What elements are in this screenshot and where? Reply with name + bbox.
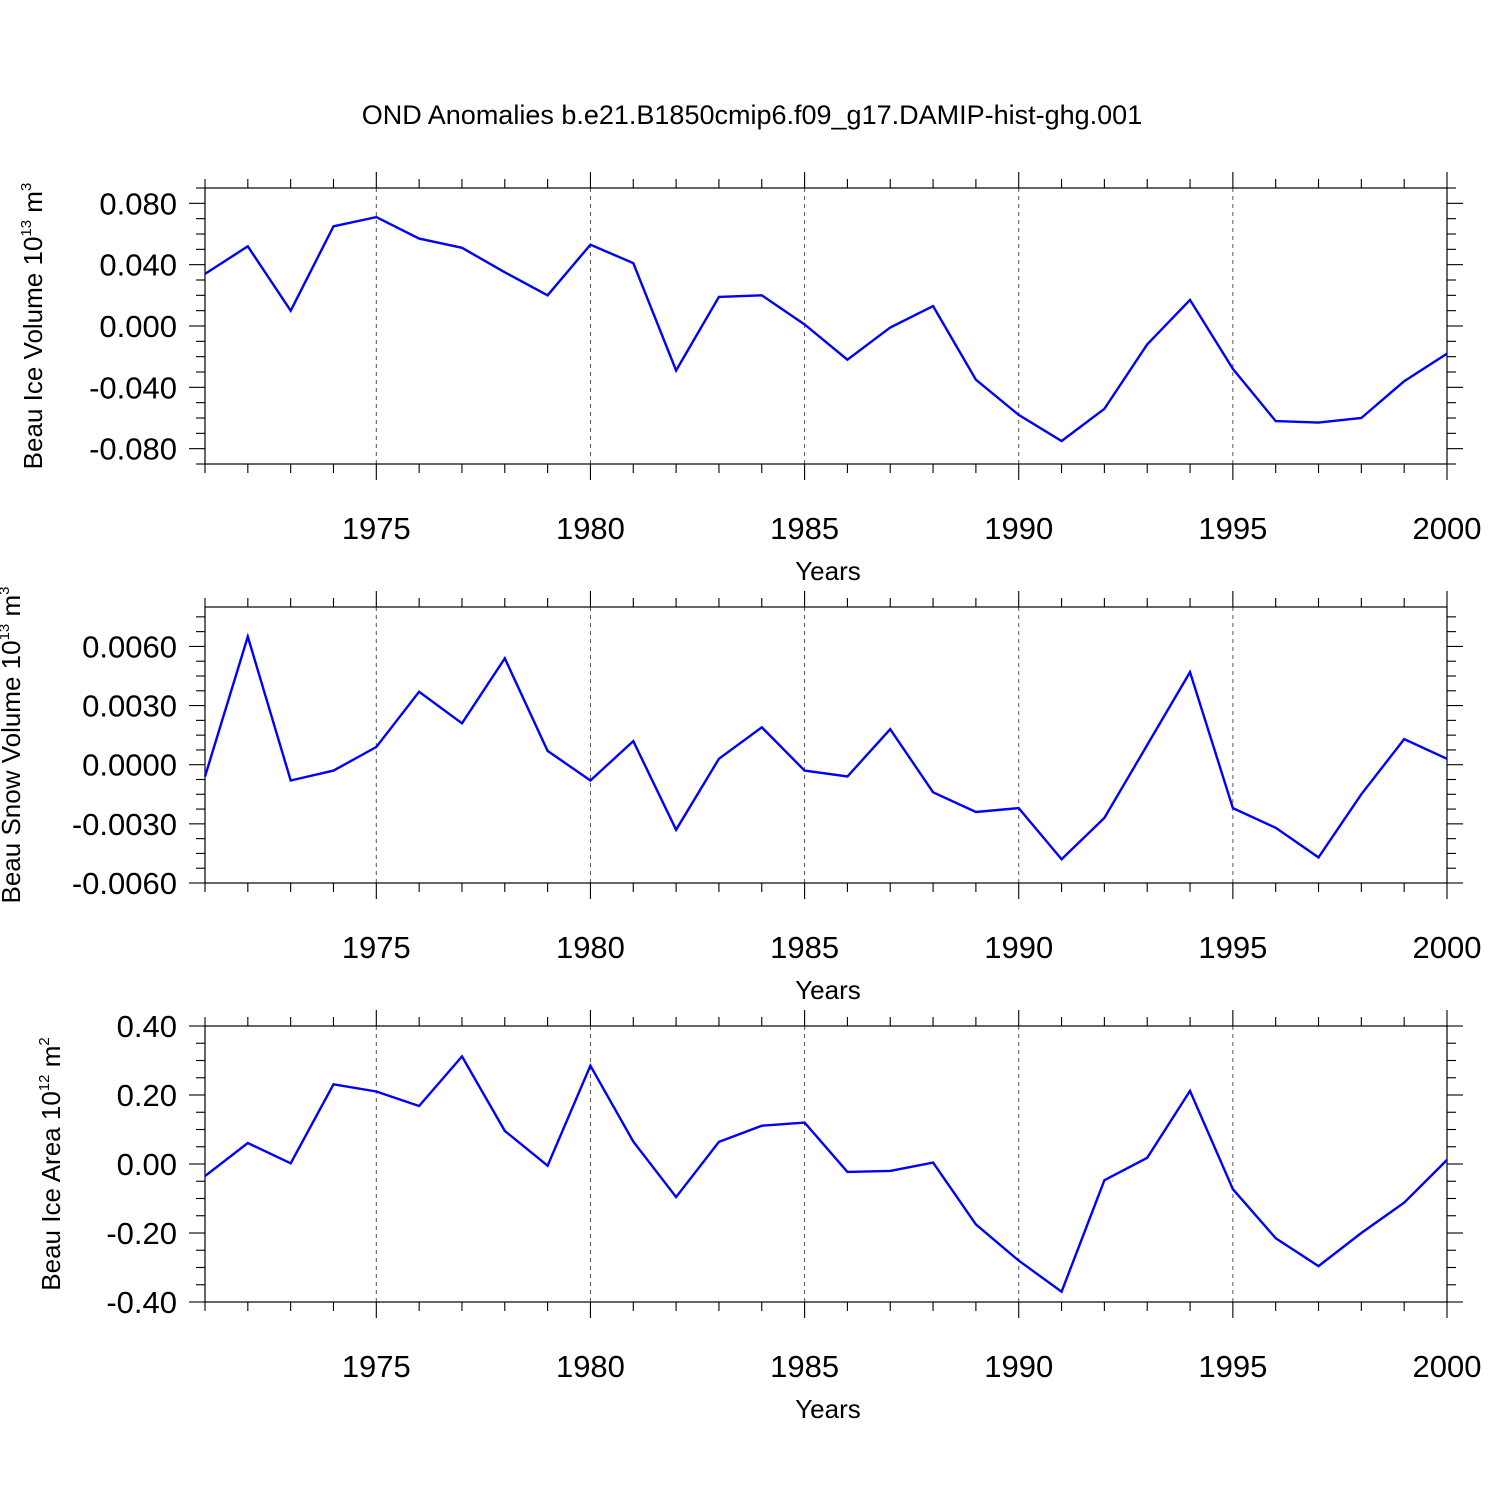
y-axis-label: Beau Ice Area 1012 m2 [36,1037,66,1290]
x-tick-label: 2000 [1413,1349,1482,1384]
x-tick-label: 1980 [556,511,625,546]
y-axis-label: Beau Snow Volume 1013 m3 [0,587,26,904]
y-axis-label-exponent: 13 [0,624,13,641]
x-tick-label: 2000 [1413,930,1482,965]
series-line [203,632,1448,862]
y-tick-label: 0.0030 [82,689,177,724]
x-tick-label: 1975 [342,511,411,546]
x-tick-label: 1975 [342,930,411,965]
series-line [204,1054,1448,1294]
plot-frame [204,187,1448,465]
y-axis-label-main: Beau Ice Area 10 [36,1091,66,1290]
y-tick-label: 0.000 [99,309,177,344]
chart-title: OND Anomalies b.e21.B1850cmip6.f09_g17.D… [362,100,1142,130]
y-axis-label: Beau Ice Volume 1013 m3 [18,183,48,470]
y-tick-label: -0.0060 [72,866,177,901]
x-tick-label: 1990 [984,511,1053,546]
chart-panel-2: -0.0060 -0.0030 0.0000 0.0030 0.0060 1975 1980… [0,587,1481,1006]
y-axis-label-unit-exponent: 3 [18,183,35,191]
x-tick-label: 1980 [556,1349,625,1384]
y-tick-label: -0.20 [106,1216,177,1251]
x-tick-label: 2000 [1413,511,1482,546]
y-tick-label: 0.040 [99,248,177,283]
chart-panel-3: -0.40 -0.20 0.00 0.20 0.40 1975 1980 1985 1990 19… [36,1009,1481,1424]
x-axis-label: Years [795,975,861,1005]
y-axis-label-unit: m [36,1046,66,1075]
y-axis-label-exponent: 13 [18,220,35,237]
y-tick-label: 0.0060 [82,629,177,664]
y-axis-label-unit: m [0,595,26,624]
y-tick-label: 0.40 [117,1009,177,1044]
y-axis-label-unit: m [18,191,48,220]
x-tick-label: 1995 [1198,511,1267,546]
x-tick-label: 1990 [984,930,1053,965]
x-tick-label: 1985 [770,1349,839,1384]
y-tick-label: 0.0000 [82,748,177,783]
plot-frame [204,606,1448,884]
y-tick-label: 0.20 [117,1078,177,1113]
series-line [204,215,1448,443]
y-axis-label-main: Beau Ice Volume 10 [18,237,48,470]
plot-frame [204,1025,1448,1303]
x-tick-label: 1995 [1198,1349,1267,1384]
y-tick-label: -0.080 [89,432,177,467]
x-tick-label: 1985 [770,511,839,546]
x-tick-label: 1975 [342,1349,411,1384]
y-tick-label: 0.00 [117,1147,177,1182]
y-tick-label: -0.040 [89,370,177,405]
y-tick-label: -0.40 [106,1285,177,1320]
x-tick-label: 1995 [1198,930,1267,965]
x-tick-label: 1990 [984,1349,1053,1384]
x-tick-label: 1985 [770,930,839,965]
x-axis-label: Years [795,556,861,586]
y-axis-label-unit-exponent: 2 [36,1037,53,1045]
x-axis-label: Years [795,1394,861,1424]
y-axis-label-exponent: 12 [36,1075,53,1092]
y-axis-label-unit-exponent: 3 [0,587,13,595]
y-tick-label: -0.0030 [72,807,177,842]
x-tick-label: 1980 [556,930,625,965]
chart-panel-1: -0.080 -0.040 0.000 0.040 0.080 1975 1980 1985 1… [18,172,1481,586]
y-axis-label-main: Beau Snow Volume 10 [0,640,26,903]
chart-panels: -0.080 -0.040 0.000 0.040 0.080 1975 1980 1985 1… [0,172,1481,1424]
y-tick-label: 0.080 [99,186,177,221]
